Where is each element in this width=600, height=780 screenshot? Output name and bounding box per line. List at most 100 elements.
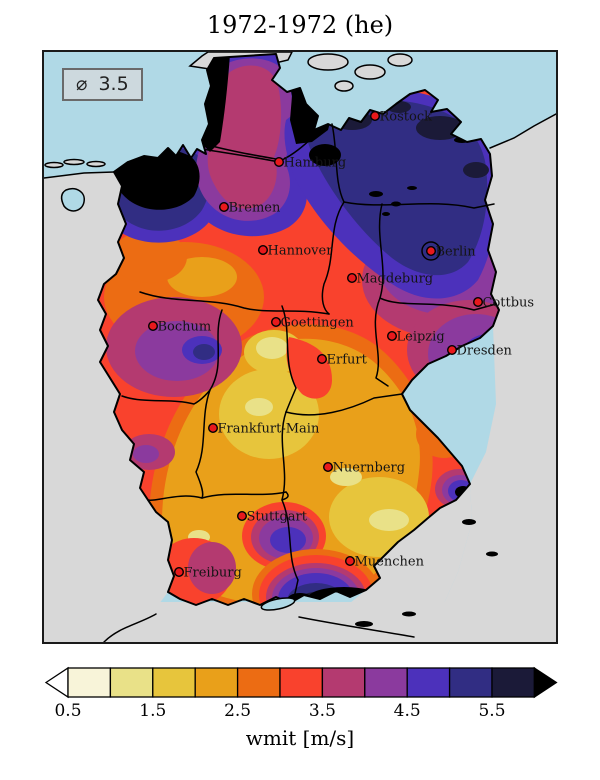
contour-region <box>113 148 200 210</box>
city-marker[interactable] <box>347 272 358 283</box>
colorbar-segment <box>236 667 281 698</box>
colorbar-segment <box>321 667 366 698</box>
colorbar-tick-label: 3.5 <box>308 701 336 721</box>
page-title: 1972-1972 (he) <box>206 11 394 39</box>
contour-region <box>188 542 236 594</box>
city-marker[interactable] <box>207 423 218 434</box>
contour-region <box>167 257 237 297</box>
colorbar-segment <box>279 667 324 698</box>
contour-region <box>270 527 306 553</box>
colorbar-segment <box>67 667 112 698</box>
colorbar-segment <box>152 667 196 698</box>
lake <box>369 191 383 197</box>
city-marker[interactable] <box>426 245 437 256</box>
mean-value-badge: ⌀ 3.5 <box>62 68 143 101</box>
state-borders <box>121 123 497 599</box>
contour-region <box>369 509 409 531</box>
colorbar[interactable] <box>40 663 560 703</box>
contour-region <box>135 321 219 381</box>
mean-value: 3.5 <box>98 73 129 95</box>
city-label: Nuernberg <box>333 461 406 476</box>
alpine-lake <box>355 621 373 627</box>
berlin-boundary <box>421 241 441 261</box>
colorbar-segment <box>364 667 408 698</box>
state-border <box>195 389 211 499</box>
alpine-lake <box>402 611 416 617</box>
coastline <box>44 171 115 179</box>
map-svg[interactable]: Rostock Hamburg Bremen Hannover BerlinMagdeb… <box>44 52 556 642</box>
island <box>44 161 64 169</box>
city-marker[interactable] <box>323 462 334 473</box>
colorbar-segment <box>194 667 239 698</box>
colorbar-tick-label: 2.5 <box>224 701 252 721</box>
city-marker[interactable] <box>236 511 247 522</box>
city-marker[interactable] <box>173 567 184 578</box>
contour-region <box>463 162 489 178</box>
city-label: Leipzig <box>397 330 445 345</box>
state-border <box>121 309 223 405</box>
city-label: Magdeburg <box>357 272 434 287</box>
contour-region <box>133 445 159 463</box>
city-label: Freiburg <box>184 566 242 581</box>
mean-symbol-icon: ⌀ <box>76 73 88 95</box>
city-marker[interactable] <box>257 244 268 255</box>
lake <box>382 212 390 216</box>
state-border <box>285 393 403 416</box>
border-in-gray <box>298 616 415 638</box>
city-marker[interactable] <box>370 111 381 122</box>
city-label: Muenchen <box>355 555 425 570</box>
city-marker[interactable] <box>317 354 328 365</box>
city-marker[interactable] <box>273 156 284 167</box>
state-border <box>321 201 345 315</box>
city-label: Cottbus <box>483 296 535 311</box>
colorbar-under-arrow <box>44 666 69 699</box>
colorbar-tick-label: 4.5 <box>393 701 421 721</box>
city-marker[interactable] <box>147 321 158 332</box>
city-marker[interactable] <box>345 556 356 567</box>
colorbar-tick-label: 0.5 <box>54 701 82 721</box>
colorbar-segment <box>491 667 536 698</box>
city-layer: Rostock Hamburg Bremen Hannover BerlinMagdeb… <box>147 110 535 581</box>
state-border <box>147 495 203 501</box>
state-border <box>331 123 345 203</box>
city-marker[interactable] <box>387 331 398 342</box>
colorbar-segment <box>448 667 493 698</box>
contour-region <box>330 468 362 486</box>
land-austria <box>344 484 472 608</box>
city-marker[interactable] <box>447 345 458 356</box>
city-marker[interactable] <box>218 201 229 212</box>
city-label: Dresden <box>457 344 513 359</box>
city-marker[interactable] <box>473 296 484 307</box>
colorbar-over-arrow <box>533 666 558 699</box>
city-label: Frankfurt-Main <box>218 422 320 437</box>
contour-region <box>245 398 273 416</box>
colorbar-segment <box>109 667 154 698</box>
island <box>63 158 85 166</box>
state-border <box>281 305 297 413</box>
alpine-lake <box>462 519 476 525</box>
colorbar-ticks: 0.5 1.5 2.5 3.5 4.5 5.5 <box>40 701 560 723</box>
border-in-gray <box>103 613 157 642</box>
state-border <box>374 297 389 387</box>
contour-region <box>193 344 215 360</box>
city-label: Erfurt <box>327 353 368 368</box>
state-border <box>343 201 495 209</box>
city-marker[interactable] <box>270 317 281 328</box>
island <box>86 160 106 168</box>
lake <box>407 186 417 190</box>
state-border <box>139 291 330 315</box>
state-border <box>201 491 287 499</box>
land-west <box>44 172 174 616</box>
state-border <box>281 491 289 501</box>
contour-region <box>309 144 341 166</box>
contour-region <box>256 337 288 359</box>
coastline <box>489 113 556 149</box>
island <box>354 64 386 80</box>
island <box>387 53 413 67</box>
city-label: Berlin <box>436 245 477 260</box>
lake-ijsselmeer <box>60 188 85 212</box>
island <box>307 53 349 71</box>
colorbar-segment <box>406 667 451 698</box>
colorbar-svg[interactable] <box>40 663 560 703</box>
